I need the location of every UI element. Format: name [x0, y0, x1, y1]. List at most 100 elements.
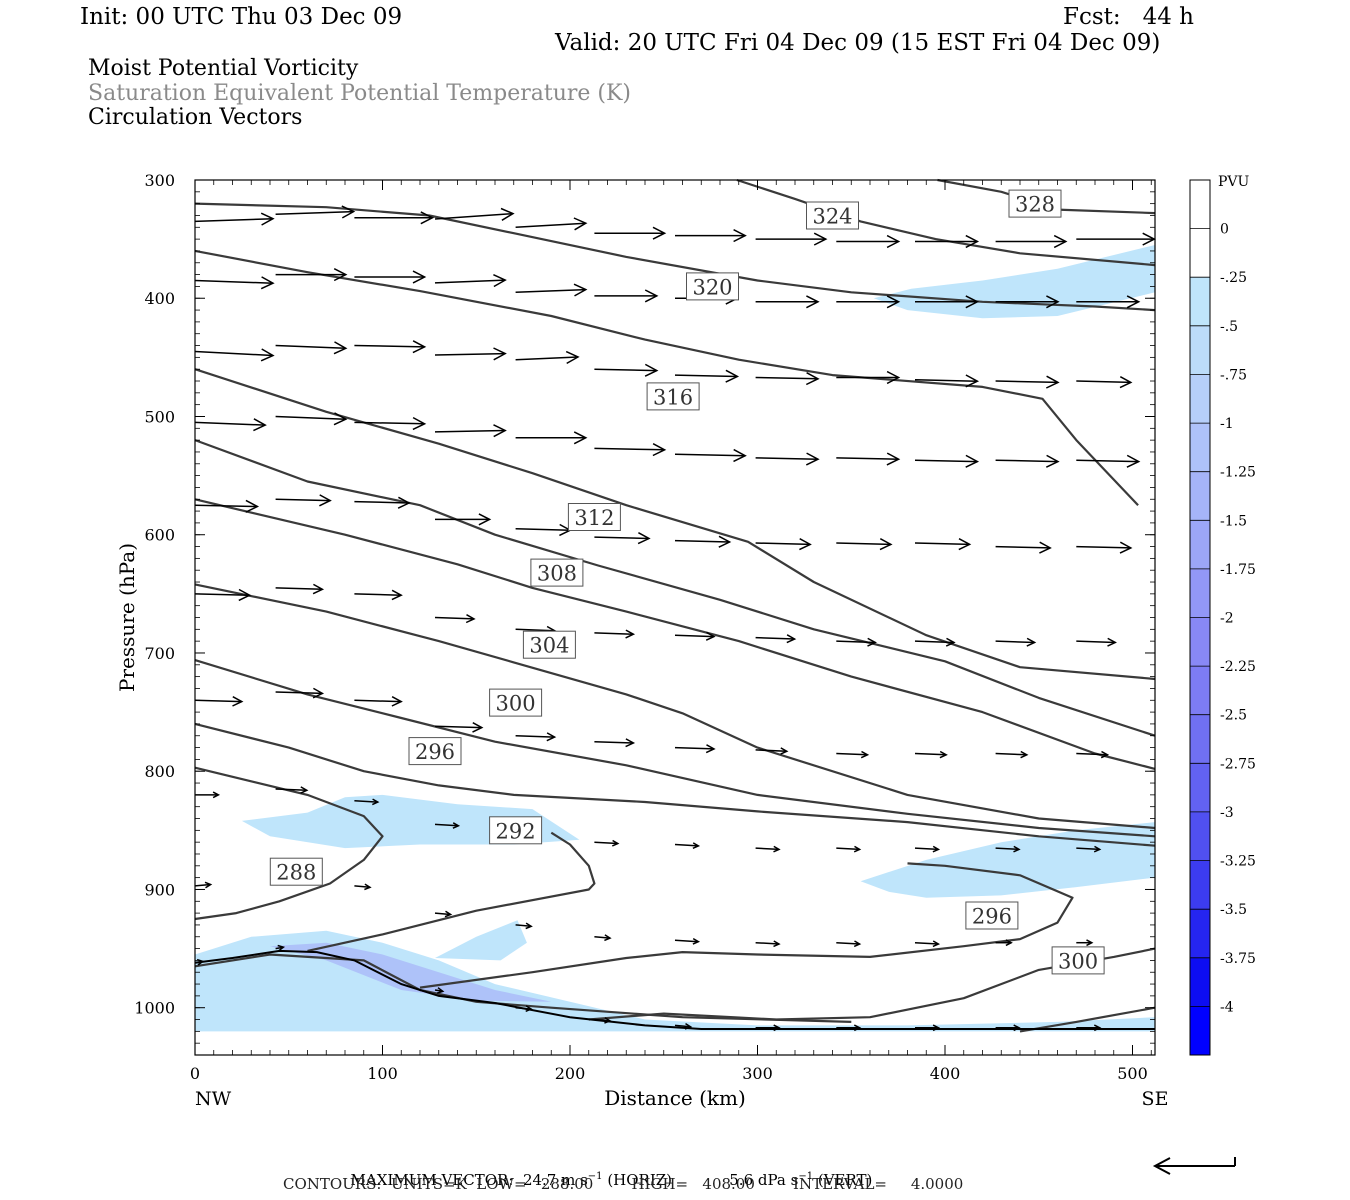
contour-label-text: 300 — [1058, 949, 1098, 973]
pv-region — [195, 930, 1155, 1032]
circulation-vector — [594, 532, 651, 545]
vector-head — [212, 791, 221, 799]
vector-head — [391, 589, 403, 601]
vector-head — [879, 538, 893, 551]
colorbar-swatch — [1190, 617, 1210, 667]
vector-shaft — [995, 380, 1059, 384]
vector-head — [692, 937, 701, 945]
x-tick-label: 200 — [555, 1064, 586, 1083]
colorbar-label: 0 — [1220, 222, 1229, 238]
field-title-theta-es: Saturation Equivalent Potential Temperat… — [88, 81, 631, 106]
circulation-vector — [755, 747, 789, 755]
x-tick-label: 500 — [1117, 1064, 1148, 1083]
vector-head — [260, 212, 275, 226]
circulation-vector — [675, 229, 747, 243]
vector-head — [371, 798, 380, 806]
vector-shaft — [1076, 545, 1131, 549]
circulation-vector — [915, 1024, 941, 1032]
vector-head — [965, 295, 980, 309]
vector-shaft — [434, 616, 475, 620]
vector-head — [1093, 845, 1102, 853]
circulation-vector — [1076, 637, 1117, 647]
vector-shaft — [434, 725, 482, 729]
vector-head — [965, 374, 980, 388]
vector-head — [1005, 939, 1013, 947]
y-tick-label: 300 — [144, 171, 175, 190]
vector-shaft — [674, 453, 746, 457]
colorbar-unit: PVU — [1218, 174, 1250, 190]
valid-time: Valid: 20 UTC Fri 04 Dec 09 (15 EST Fri … — [555, 30, 1161, 56]
contour-label: 300 — [489, 688, 543, 717]
circulation-vector — [755, 295, 820, 309]
colorbar-label: -.75 — [1220, 367, 1247, 383]
vector-shaft — [674, 1024, 691, 1028]
circulation-vector — [594, 738, 636, 748]
theta-contour-300 — [194, 659, 1156, 838]
vector-shaft — [434, 823, 459, 827]
max-vector-horiz-unit: (HORIZ) — [602, 1171, 673, 1189]
vector-head — [604, 1017, 612, 1024]
theta-contour-292 — [194, 953, 852, 1023]
vector-head — [1045, 375, 1060, 389]
vector-shaft — [515, 1006, 532, 1010]
vector-shaft — [354, 800, 378, 803]
vector-head — [573, 217, 588, 231]
circulation-vector — [1076, 541, 1133, 554]
colorbar-swatch — [1190, 180, 1210, 230]
circulation-vector — [194, 588, 252, 602]
circulation-vector — [594, 629, 636, 639]
vector-shaft — [194, 699, 242, 703]
field-title-vectors: Circulation Vectors — [88, 105, 303, 130]
circulation-vector — [354, 883, 372, 891]
circulation-vector — [434, 424, 507, 438]
x-tick-label: 300 — [742, 1064, 773, 1083]
vector-head — [277, 944, 286, 952]
contour-label: 316 — [646, 382, 700, 411]
vector-shaft — [995, 459, 1059, 463]
contour-label-text: 296 — [972, 905, 1012, 929]
theta-contour-320 — [194, 249, 1139, 506]
circulation-vector — [755, 634, 797, 644]
vector-head — [805, 452, 820, 466]
y-tick-label: 600 — [144, 526, 175, 545]
circulation-vector — [515, 283, 588, 297]
contour-label: 320 — [686, 272, 739, 301]
circulation-vector — [434, 910, 453, 918]
circulation-vector — [836, 750, 870, 759]
colorbar-swatch — [1190, 471, 1210, 521]
circulation-vector — [836, 845, 862, 853]
circulation-vector — [755, 538, 812, 551]
contour-label-text: 308 — [537, 562, 577, 586]
vector-head — [886, 452, 901, 466]
vector-head — [652, 443, 667, 457]
theta-contour-296 — [194, 722, 1156, 847]
circulation-vector — [354, 798, 380, 806]
vector-head — [932, 940, 941, 948]
vector-shaft — [836, 752, 868, 756]
vector-head — [773, 940, 781, 948]
colorbar-swatch — [1190, 1006, 1210, 1056]
vector-shaft — [914, 640, 955, 644]
vector-shaft — [836, 847, 860, 851]
vector-shaft — [836, 542, 891, 546]
x-tick-label: 100 — [367, 1064, 398, 1083]
vector-head — [412, 340, 427, 354]
vector-head — [1093, 1024, 1102, 1032]
vector-shaft — [674, 746, 715, 750]
circulation-vector — [914, 750, 948, 759]
circulation-vector — [836, 295, 901, 309]
vector-shaft — [995, 640, 1035, 644]
theta-contour-308 — [194, 498, 1156, 770]
vector-head — [472, 722, 484, 733]
contour-info: CONTOURS: UNITS=K LOW= 288.00 HIGH= 408.… — [283, 1175, 964, 1193]
circulation-vector — [674, 631, 716, 641]
vector-shaft — [194, 593, 250, 596]
contour-label: 300 — [1051, 946, 1105, 975]
vector-shaft — [434, 912, 451, 916]
colorbar: 0 -.25 -.5 -.75 -1 -1.25 -1.5 -1.75 -2 -2.25 -2.5 -… — [1189, 174, 1256, 1056]
circulation-vector — [275, 786, 309, 794]
circulation-vector — [515, 523, 572, 537]
vector-shaft — [755, 376, 819, 380]
circulation-vector — [1076, 454, 1141, 468]
vector-shaft — [275, 498, 331, 502]
